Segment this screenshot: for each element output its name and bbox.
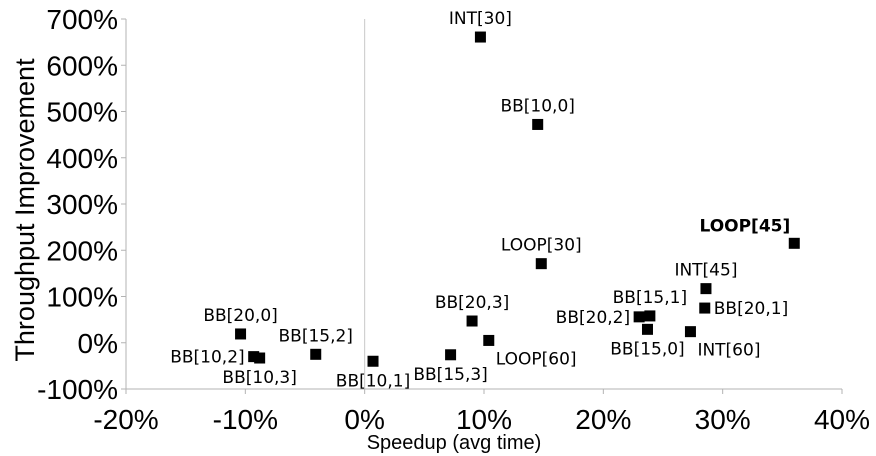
- point-label: BB[10,2]: [170, 348, 244, 368]
- point-label: BB[10,3]: [222, 368, 296, 388]
- data-point: [535, 258, 547, 270]
- y-tick-label: 400%: [46, 143, 118, 174]
- data-point: [248, 351, 260, 363]
- point-label: LOOP[60]: [496, 349, 577, 369]
- point-label: BB[20,2]: [556, 308, 630, 328]
- data-point: [235, 328, 247, 340]
- y-tick-label: 300%: [46, 189, 118, 220]
- data-point: [466, 315, 478, 327]
- point-label: INT[60]: [697, 341, 760, 361]
- data-point: [684, 326, 696, 338]
- x-tick-label: 40%: [814, 404, 870, 435]
- x-tick-label: -10%: [213, 404, 278, 435]
- point-label: BB[10,1]: [336, 371, 410, 391]
- x-tick-label: 0%: [344, 404, 384, 435]
- point-label: BB[15,0]: [610, 339, 684, 359]
- point-label: LOOP[45]: [699, 216, 790, 236]
- y-tick-label: 600%: [46, 50, 118, 81]
- data-point: [474, 31, 486, 43]
- data-point: [699, 302, 711, 314]
- data-point: [445, 349, 457, 361]
- data-point: [532, 118, 544, 130]
- data-point: [367, 355, 379, 367]
- point-label: BB[10,0]: [500, 96, 574, 116]
- data-point: [483, 334, 495, 346]
- tick-labels: -20% -10% 0% 10% 20% 30% 40% 700% 600% 500% 400% 30…: [37, 4, 870, 435]
- y-tick-label: 100%: [46, 282, 118, 313]
- data-point: [254, 352, 266, 364]
- data-point: [310, 348, 322, 360]
- point-label: BB[20,1]: [714, 299, 788, 319]
- point-label: BB[15,1]: [613, 288, 687, 308]
- point-label: BB[15,3]: [413, 365, 487, 385]
- x-tick-label: 30%: [695, 404, 751, 435]
- data-point: [641, 323, 653, 335]
- point-label: INT[45]: [674, 261, 737, 281]
- data-point: [700, 283, 712, 295]
- x-tick-label: 10%: [456, 404, 512, 435]
- x-tick-label: 20%: [575, 404, 631, 435]
- point-label: INT[30]: [449, 9, 512, 29]
- y-tick-label: 200%: [46, 235, 118, 266]
- point-label: BB[15,2]: [279, 326, 353, 346]
- data-point: [633, 311, 645, 323]
- point-label: BB[20,3]: [435, 293, 509, 313]
- point-label: LOOP[30]: [501, 236, 582, 256]
- data-points: [235, 31, 800, 367]
- y-tick-label: -100%: [37, 374, 118, 405]
- y-axis-title: Throughput Improvement: [10, 58, 40, 362]
- data-point: [788, 237, 800, 249]
- y-tick-label: 500%: [46, 97, 118, 128]
- y-tick-label: 700%: [46, 4, 118, 35]
- axis-layer: [121, 18, 843, 394]
- x-axis-title: Speedup (avg time): [367, 432, 542, 454]
- x-tick-label: -20%: [93, 404, 158, 435]
- y-tick-label: 0%: [78, 328, 118, 359]
- point-label: BB[20,0]: [203, 306, 277, 326]
- data-point: [644, 310, 656, 322]
- point-labels: INT[30] BB[10,0] LOOP[45] LOOP[30] INT[45] BB…: [170, 9, 790, 391]
